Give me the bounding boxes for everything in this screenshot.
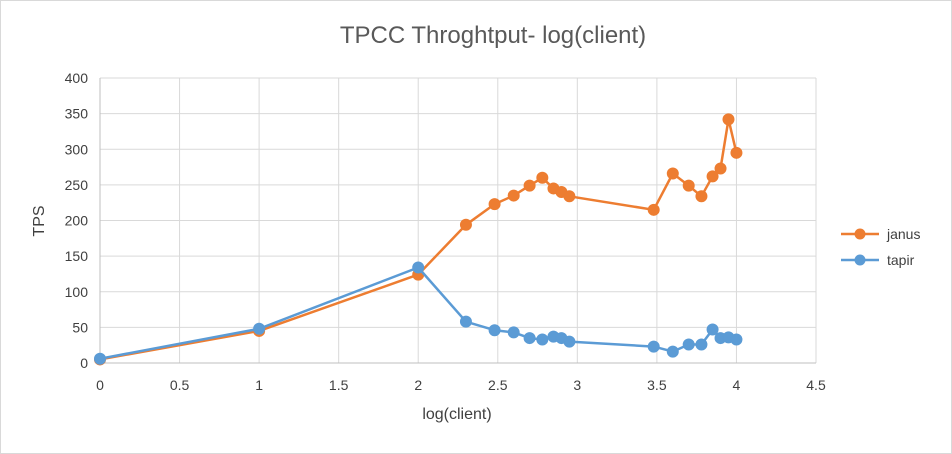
x-tick-label: 2.5 <box>488 377 508 393</box>
x-tick-label: 1 <box>255 377 263 393</box>
data-point-janus <box>730 146 743 159</box>
x-tick-label: 1.5 <box>329 377 349 393</box>
y-tick-label: 150 <box>65 248 89 264</box>
data-point-tapir <box>536 333 549 346</box>
legend: janus tapir <box>841 226 920 268</box>
data-point-tapir <box>412 261 425 274</box>
legend-item-tapir: tapir <box>841 252 915 268</box>
series-layer <box>94 113 743 366</box>
data-point-janus <box>714 162 727 175</box>
y-tick-label: 300 <box>65 141 89 157</box>
x-axis-label: log(client) <box>422 406 491 423</box>
x-tick-label: 0.5 <box>170 377 190 393</box>
data-point-janus <box>523 179 536 192</box>
grid-lines <box>99 77 817 364</box>
x-tick-label: 2 <box>414 377 422 393</box>
data-point-janus <box>706 170 719 183</box>
data-point-tapir <box>682 338 695 351</box>
y-tick-label: 400 <box>65 70 89 86</box>
y-tick-label: 250 <box>65 177 89 193</box>
data-point-janus <box>722 113 735 126</box>
data-point-tapir <box>706 323 719 336</box>
legend-label: janus <box>886 226 920 242</box>
y-tick-label: 350 <box>65 106 89 122</box>
data-point-tapir <box>730 333 743 346</box>
x-tick-label: 0 <box>96 377 104 393</box>
data-point-tapir <box>695 338 708 351</box>
legend-label: tapir <box>887 252 915 268</box>
y-tick-label: 200 <box>65 213 89 229</box>
data-point-tapir <box>488 324 501 337</box>
data-point-janus <box>682 179 695 192</box>
data-point-tapir <box>666 345 679 358</box>
data-point-janus <box>459 218 472 231</box>
data-point-tapir <box>507 326 520 339</box>
legend-item-janus: janus <box>841 226 920 242</box>
series-tapir <box>94 261 743 365</box>
data-point-janus <box>647 203 660 216</box>
x-tick-label: 3 <box>573 377 581 393</box>
y-tick-label: 0 <box>80 355 88 371</box>
legend-marker <box>854 228 866 240</box>
data-point-tapir <box>647 340 660 353</box>
data-point-tapir <box>563 335 576 348</box>
data-point-janus <box>488 198 501 211</box>
data-point-janus <box>666 167 679 180</box>
data-point-tapir <box>459 315 472 328</box>
x-tick-label: 4.5 <box>806 377 826 393</box>
data-point-janus <box>563 190 576 203</box>
legend-marker <box>854 254 866 266</box>
data-point-tapir <box>94 352 106 365</box>
data-point-tapir <box>253 322 266 335</box>
data-point-janus <box>536 171 549 184</box>
x-tick-label: 4 <box>733 377 741 393</box>
y-axis-label: TPS <box>31 205 48 236</box>
y-tick-label: 100 <box>65 284 89 300</box>
y-tick-label: 50 <box>72 319 88 335</box>
data-point-janus <box>507 189 520 202</box>
data-point-janus <box>695 190 708 203</box>
chart-title: TPCC Throghtput- log(client) <box>340 22 646 49</box>
x-tick-label: 3.5 <box>647 377 667 393</box>
axes: 0 50 100 150 200 250 300 350 400 0 0.5 1 1.5 2 2.5 3 3.5… <box>65 70 826 393</box>
data-point-tapir <box>523 332 536 345</box>
